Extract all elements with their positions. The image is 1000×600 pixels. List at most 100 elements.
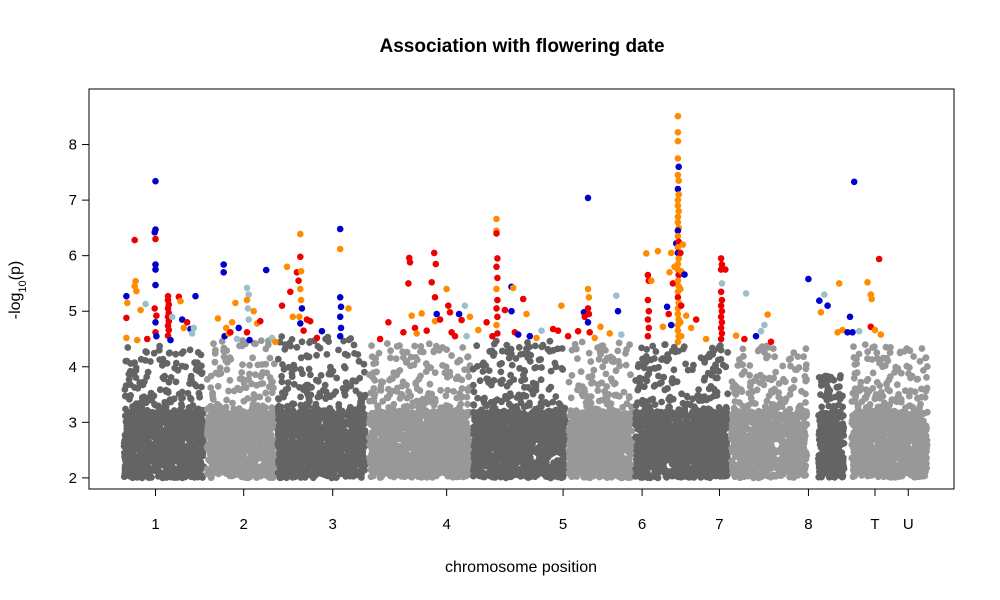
snp-point: [228, 319, 236, 326]
snp-point: [493, 215, 500, 223]
snp-point: [666, 269, 673, 276]
snp-point: [168, 313, 176, 321]
chromosome-2-cloud: [203, 337, 278, 482]
chromosome-7-cloud: [632, 341, 732, 482]
snp-point: [400, 329, 407, 336]
snp-point: [757, 327, 765, 335]
chromosome-U-cloud: [848, 341, 931, 481]
snp-point: [233, 335, 241, 343]
snp-point: [306, 317, 314, 325]
snp-point: [493, 230, 500, 237]
snp-point: [443, 285, 450, 293]
snp-point: [278, 302, 286, 310]
x-tick-label-chr-T: T: [870, 516, 879, 533]
snp-point: [151, 305, 158, 312]
snp-point: [643, 250, 650, 257]
snp-point: [287, 288, 294, 296]
snp-point: [597, 323, 604, 331]
y-tick-label: 8: [69, 137, 77, 154]
snp-point: [718, 330, 726, 337]
significant-points: [123, 112, 885, 346]
snp-point: [702, 335, 710, 343]
snp-point: [681, 271, 688, 278]
snp-point: [644, 271, 652, 279]
snp-point: [674, 171, 682, 179]
snp-point: [243, 329, 251, 336]
snp-point: [153, 312, 160, 320]
snp-point: [243, 296, 251, 304]
snp-point: [667, 249, 675, 257]
snp-point: [296, 313, 303, 321]
snp-point: [131, 282, 138, 290]
chromosome-1-points: [120, 342, 208, 482]
snp-point: [718, 280, 726, 287]
snp-point: [123, 334, 130, 342]
snp-point: [283, 263, 291, 271]
snp-point: [644, 316, 652, 323]
snp-point: [318, 327, 326, 335]
snp-point: [732, 332, 740, 340]
snp-point: [669, 280, 677, 287]
snp-point: [674, 277, 682, 285]
snp-point: [494, 274, 501, 282]
snp-point: [675, 255, 682, 262]
snp-point: [289, 313, 297, 321]
snp-point: [717, 288, 725, 296]
snp-point: [718, 307, 726, 315]
snp-point: [682, 312, 690, 320]
snp-point: [824, 302, 831, 310]
snp-point: [761, 321, 768, 329]
snp-point: [152, 319, 159, 326]
snp-point: [177, 297, 184, 305]
snp-point: [423, 327, 431, 335]
snp-point: [413, 330, 421, 337]
y-tick-label: 7: [69, 192, 77, 209]
snp-point: [741, 335, 748, 343]
snp-point: [674, 129, 682, 136]
snp-point: [871, 326, 879, 334]
snp-point: [257, 317, 264, 325]
snp-point: [345, 305, 352, 312]
x-tick-label-chr-5: 5: [559, 516, 567, 533]
plot-frame: [88, 88, 955, 490]
background-points: [120, 333, 931, 482]
snp-point: [644, 296, 652, 304]
snp-point: [584, 285, 592, 293]
chromosome-U-points: [848, 341, 931, 481]
snp-point: [585, 310, 593, 318]
snp-point: [243, 284, 251, 292]
snp-point: [133, 336, 141, 344]
snp-point: [501, 306, 509, 314]
snp-point: [674, 112, 682, 120]
snp-point: [868, 295, 875, 303]
snp-point: [674, 260, 682, 268]
snp-point: [167, 336, 174, 344]
snp-point: [850, 178, 858, 186]
snp-point: [297, 253, 304, 261]
snp-point: [461, 302, 469, 310]
snp-point: [376, 335, 384, 343]
snp-point: [192, 292, 199, 300]
snp-point: [674, 227, 682, 234]
snp-point: [679, 241, 687, 248]
snp-point: [433, 310, 441, 318]
snp-point: [855, 327, 863, 335]
snp-point: [674, 185, 682, 193]
snp-point: [677, 249, 684, 257]
snp-point: [245, 291, 252, 298]
snp-point: [767, 338, 775, 346]
snp-point: [244, 305, 252, 312]
snp-point: [151, 229, 158, 236]
chromosome-8-cloud: [728, 342, 811, 482]
snp-point: [549, 325, 557, 333]
snp-point: [494, 330, 501, 337]
snp-point: [494, 313, 501, 321]
snp-point: [445, 302, 452, 310]
snp-point: [123, 314, 130, 322]
snp-point: [674, 338, 682, 346]
snp-point: [123, 292, 130, 300]
snp-point: [300, 327, 307, 335]
snp-point: [466, 313, 474, 321]
snp-point: [214, 315, 222, 322]
snp-point: [431, 317, 439, 325]
